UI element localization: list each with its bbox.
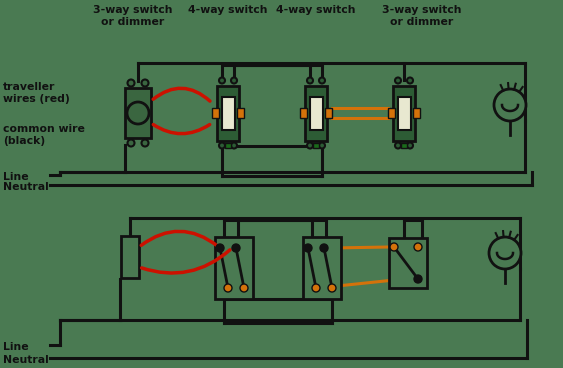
Bar [401,142,407,148]
Bar [310,96,323,130]
Circle shape [390,243,398,251]
Bar [121,236,139,278]
Circle shape [395,142,401,149]
Text: Neutral: Neutral [3,182,49,192]
Circle shape [224,284,232,292]
Text: Line: Line [3,342,29,352]
Bar [225,142,231,148]
Bar [221,96,235,130]
Bar [305,85,327,141]
Circle shape [494,89,526,121]
Bar [397,96,410,130]
Circle shape [320,244,328,252]
Circle shape [127,102,149,124]
Text: traveller
wires (red): traveller wires (red) [3,82,70,104]
Bar [389,238,427,288]
Text: 4-way switch: 4-way switch [188,5,268,15]
Circle shape [307,78,313,84]
Circle shape [141,139,149,146]
Text: 3-way switch
or dimmer: 3-way switch or dimmer [382,5,462,27]
Circle shape [219,142,225,149]
Circle shape [219,78,225,84]
Bar [217,85,239,141]
Circle shape [304,244,312,252]
Circle shape [141,79,149,86]
Bar [215,237,253,299]
Bar [237,108,244,118]
Bar [325,108,332,118]
Circle shape [319,142,325,149]
Bar [125,88,151,138]
Bar [212,108,219,118]
Text: 3-way switch
or dimmer: 3-way switch or dimmer [93,5,173,27]
Circle shape [395,78,401,84]
Bar [413,108,420,118]
Circle shape [231,142,237,149]
Circle shape [407,78,413,84]
Circle shape [414,243,422,251]
Circle shape [414,275,422,283]
Text: common wire
(black): common wire (black) [3,124,85,146]
Bar [313,142,319,148]
Text: 4-way switch: 4-way switch [276,5,356,15]
Circle shape [231,78,237,84]
Circle shape [232,244,240,252]
Bar [300,108,307,118]
Circle shape [407,142,413,149]
Circle shape [489,237,521,269]
Text: Line: Line [3,172,29,182]
Bar [388,108,395,118]
Circle shape [312,284,320,292]
Bar [303,237,341,299]
Text: Neutral: Neutral [3,355,49,365]
Circle shape [127,139,135,146]
Circle shape [307,142,313,149]
Circle shape [240,284,248,292]
Circle shape [328,284,336,292]
Bar [393,85,415,141]
Circle shape [127,79,135,86]
Circle shape [216,244,224,252]
Circle shape [319,78,325,84]
